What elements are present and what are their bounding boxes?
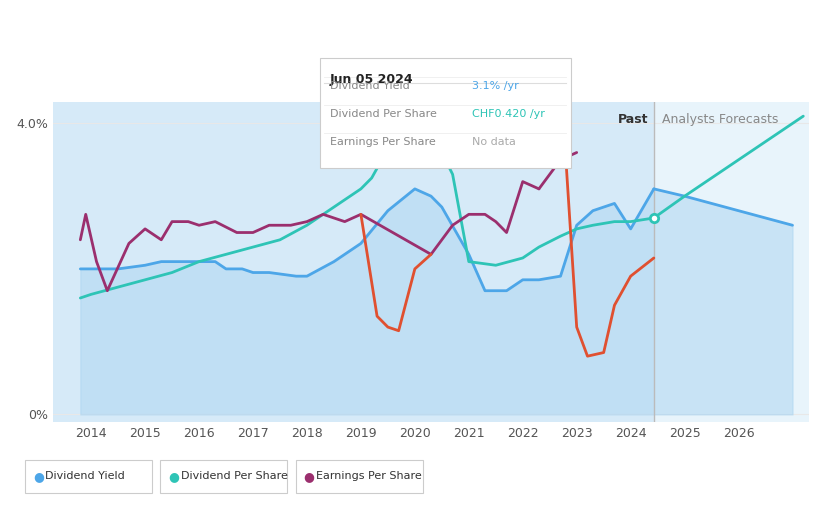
Text: No data: No data xyxy=(472,137,516,147)
Text: Past: Past xyxy=(618,112,649,125)
Text: Jun 05 2024: Jun 05 2024 xyxy=(330,73,414,86)
Text: ●: ● xyxy=(304,470,314,483)
Text: ●: ● xyxy=(168,470,179,483)
Text: Earnings Per Share: Earnings Per Share xyxy=(330,137,436,147)
Text: ●: ● xyxy=(33,470,44,483)
Text: Dividend Per Share: Dividend Per Share xyxy=(181,471,287,481)
Text: Analysts Forecasts: Analysts Forecasts xyxy=(662,112,778,125)
Bar xyxy=(53,102,654,422)
Text: Dividend Per Share: Dividend Per Share xyxy=(330,109,437,119)
Text: CHF0.420 /yr: CHF0.420 /yr xyxy=(472,109,545,119)
Text: Dividend Yield: Dividend Yield xyxy=(45,471,125,481)
Bar xyxy=(654,102,809,422)
Text: Dividend Yield: Dividend Yield xyxy=(330,81,410,91)
Text: 3.1% /yr: 3.1% /yr xyxy=(472,81,519,91)
Text: Earnings Per Share: Earnings Per Share xyxy=(316,471,422,481)
